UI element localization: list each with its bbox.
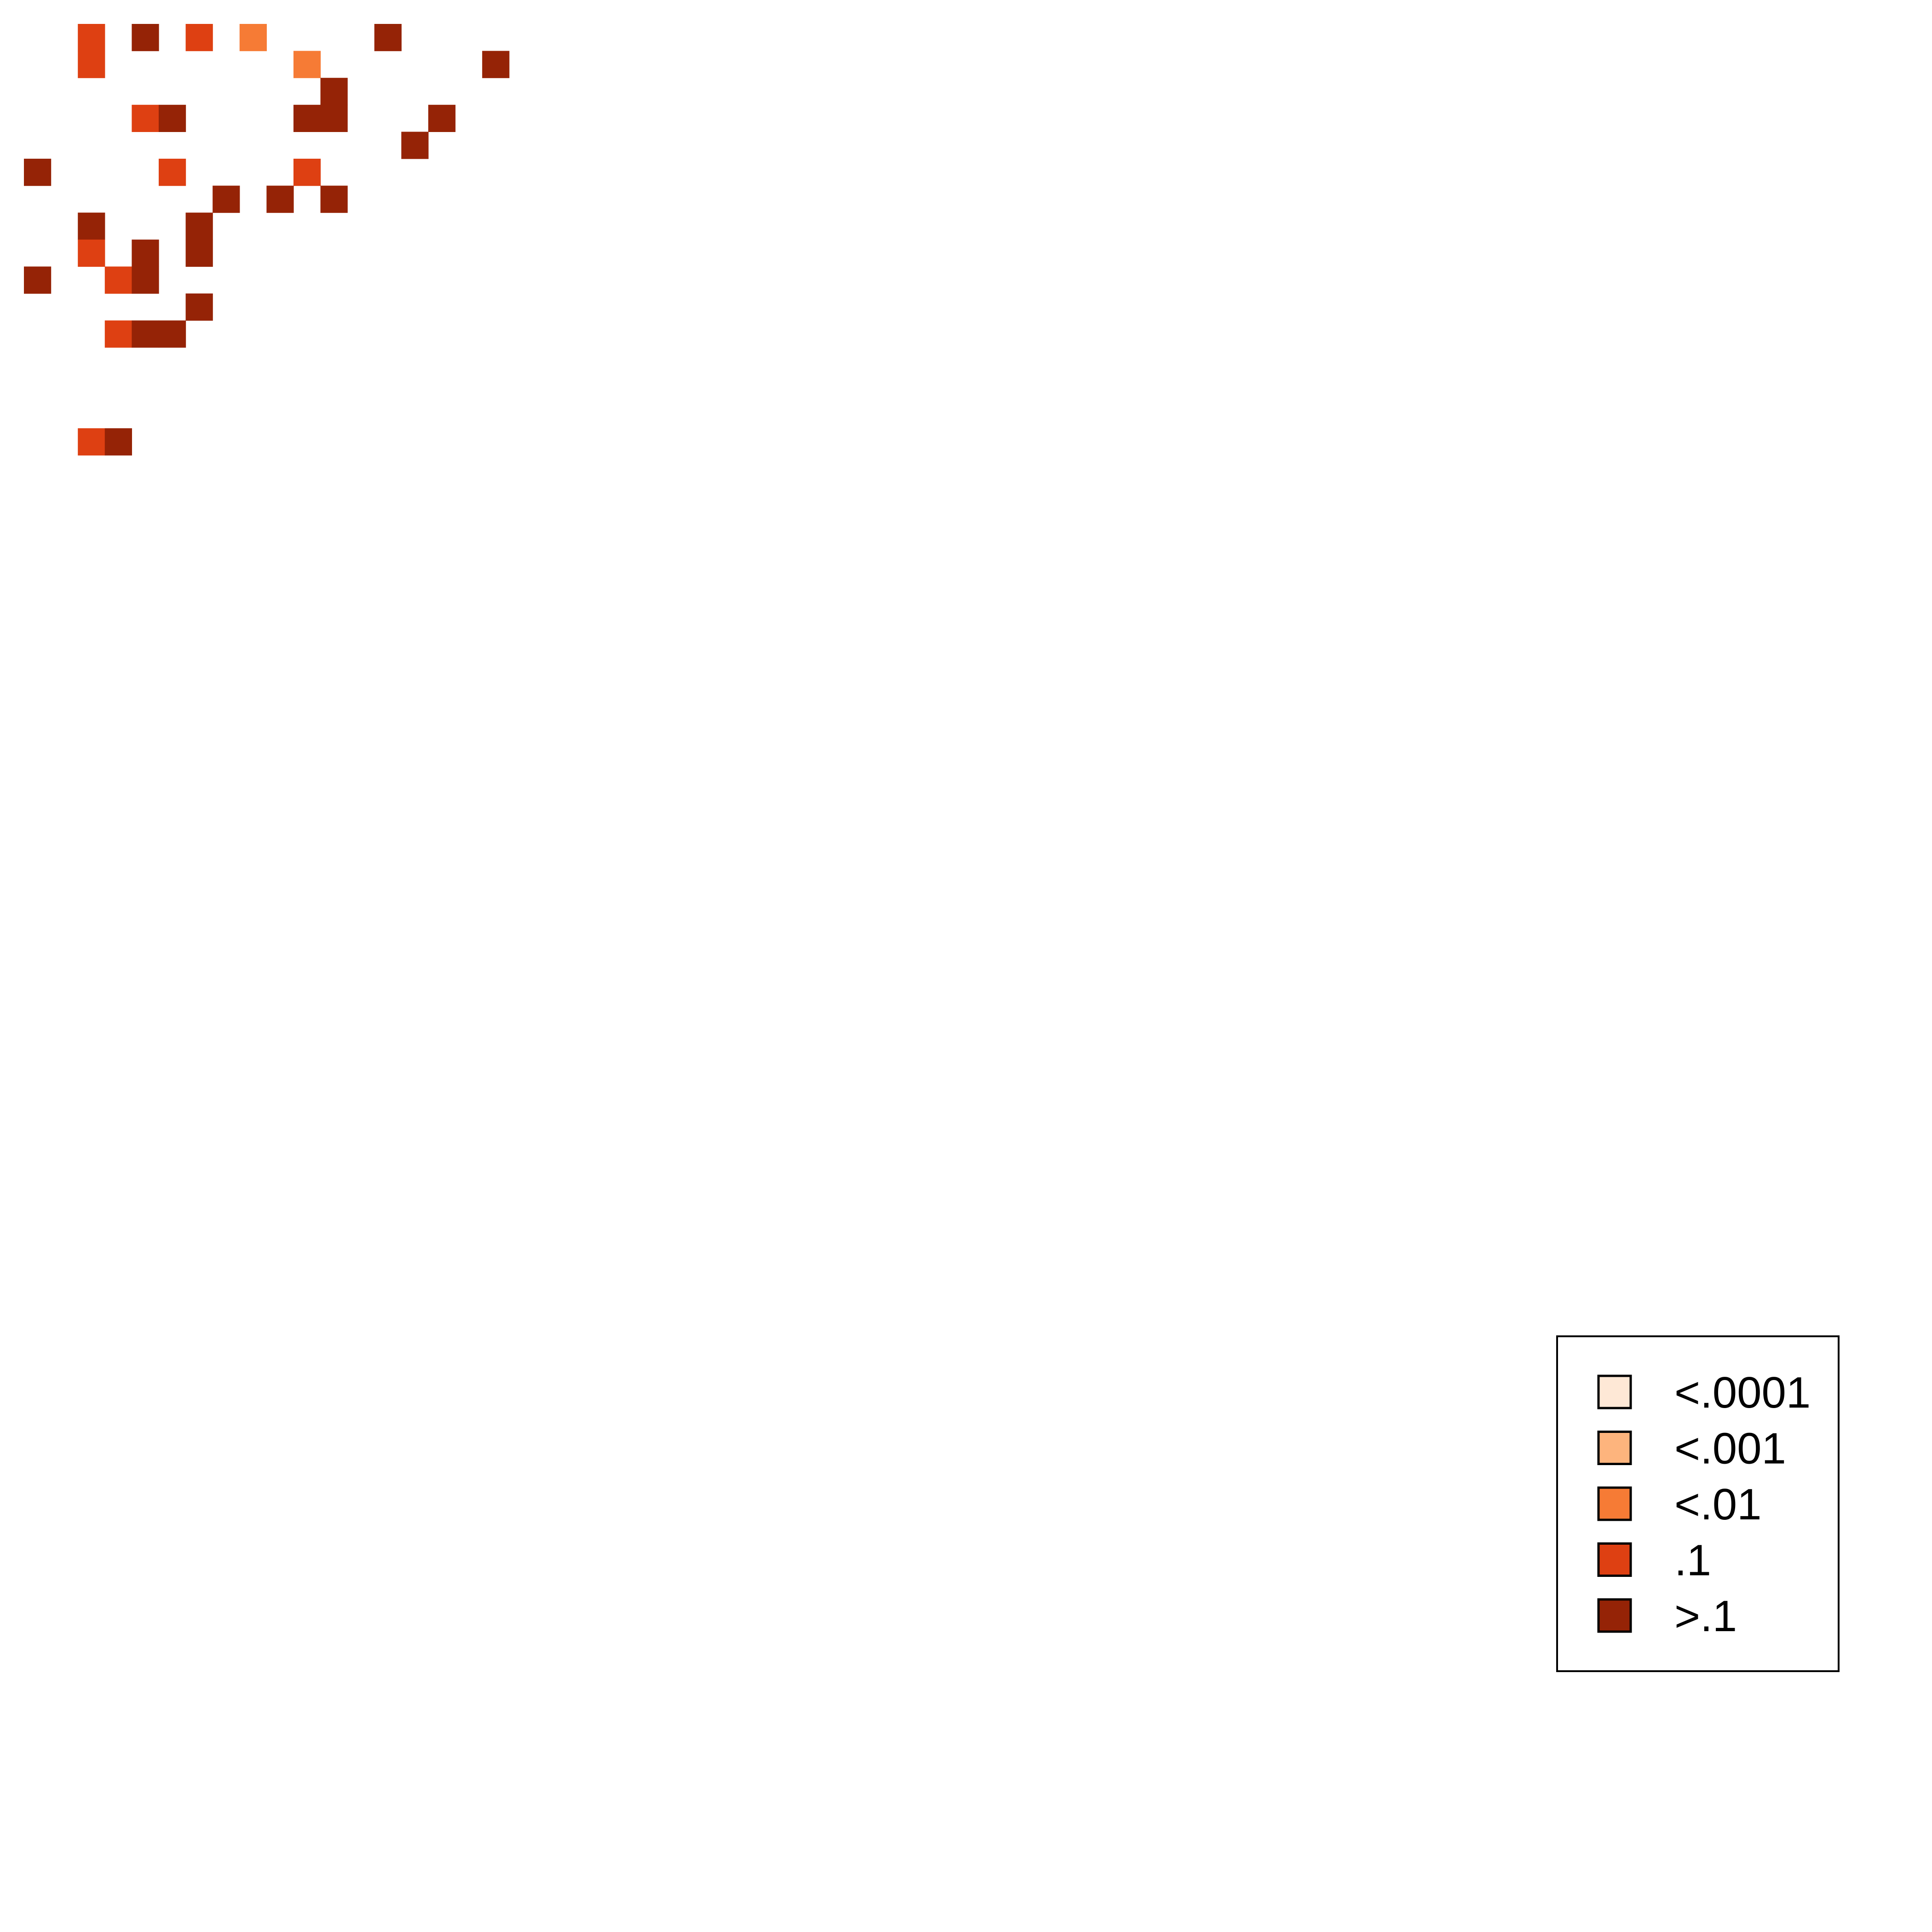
heatmap-cell	[78, 24, 105, 52]
heatmap-cell	[132, 320, 159, 348]
heatmap-cell	[185, 213, 213, 240]
heatmap-cell	[132, 24, 159, 52]
heatmap-cell	[78, 428, 105, 456]
heatmap-cell	[104, 320, 132, 348]
heatmap-cell	[104, 428, 132, 456]
heatmap-cell	[159, 159, 186, 186]
heatmap-cell	[104, 266, 132, 294]
legend-swatch	[1597, 1431, 1632, 1465]
legend-swatch	[1597, 1486, 1632, 1521]
heatmap-cell	[24, 266, 52, 294]
heatmap-cell	[213, 185, 240, 213]
heatmap-cell	[293, 159, 321, 186]
heatmap-cell	[293, 51, 321, 78]
heatmap-cell	[482, 51, 510, 78]
legend-items: <.0001 <.001 <.01 .1 >.1	[1597, 1368, 1811, 1641]
heatmap-cell	[401, 132, 429, 159]
legend-label: <.001	[1674, 1424, 1786, 1473]
heatmap-cell	[159, 320, 186, 348]
heatmap-cell	[320, 78, 348, 105]
heatmap-cell	[185, 293, 213, 321]
legend-label: <.01	[1674, 1480, 1762, 1529]
heatmap-cell	[78, 239, 105, 267]
heatmap-cell	[320, 104, 348, 132]
heatmap-cell	[78, 213, 105, 240]
heatmap-cell	[239, 24, 267, 52]
heatmap-cell	[132, 104, 159, 132]
legend-label: .1	[1674, 1536, 1711, 1585]
heatmap-cell	[132, 266, 159, 294]
heatmap-cell	[293, 104, 321, 132]
heatmap-cell	[374, 24, 402, 52]
heatmap-cells	[24, 24, 510, 456]
legend-swatch	[1597, 1598, 1632, 1633]
heatmap-cell	[320, 185, 348, 213]
heatmap-cell	[266, 185, 294, 213]
legend-swatch	[1597, 1542, 1632, 1577]
heatmap-cell	[185, 239, 213, 267]
legend-swatch	[1597, 1374, 1632, 1409]
heatmap-cell	[159, 104, 186, 132]
heatmap-cell	[185, 24, 213, 52]
heatmap-cell	[132, 239, 159, 267]
legend-label: <.0001	[1674, 1368, 1811, 1417]
heatmap-cell	[78, 51, 105, 78]
legend: <.0001 <.001 <.01 .1 >.1	[1556, 1335, 1840, 1672]
heatmap-cell	[428, 104, 456, 132]
legend-label: >.1	[1674, 1592, 1737, 1641]
heatmap-cell	[24, 159, 52, 186]
